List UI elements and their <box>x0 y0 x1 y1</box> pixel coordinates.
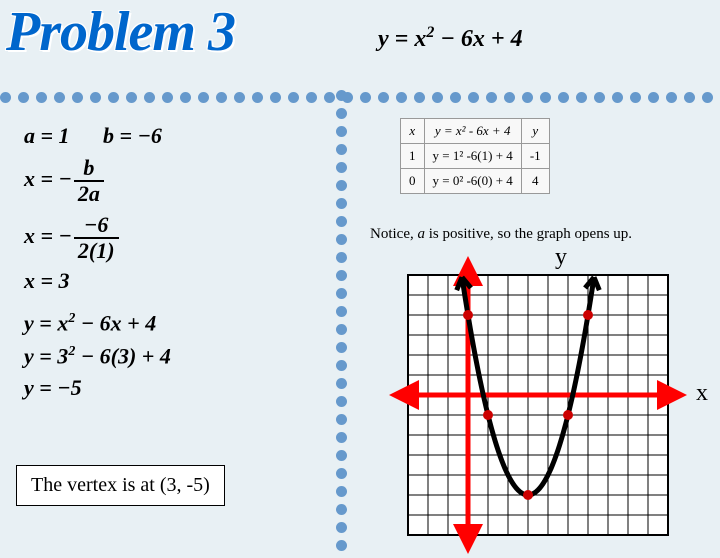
x-axis-label: x <box>696 380 708 407</box>
value-table: xy = x² - 6x + 4y 1y = 1² -6(1) + 4-10y … <box>400 118 550 194</box>
vertex-formula-lhs: x = − <box>24 166 72 191</box>
y-value: y = −5 <box>24 376 171 400</box>
vertex-statement: The vertex is at (3, -5) <box>16 465 225 506</box>
x-value: x = 3 <box>24 269 171 293</box>
graph <box>408 275 668 535</box>
coeff-b: b = −6 <box>103 124 162 148</box>
notice-text: Notice, a is positive, so the graph open… <box>370 226 632 243</box>
divider-vertical <box>336 90 348 558</box>
divider-horizontal <box>0 90 720 102</box>
y-axis-label: y <box>555 244 567 271</box>
main-equation: y = x2 − 6x + 4 <box>378 24 523 53</box>
coeff-a: a = 1 <box>24 124 70 148</box>
left-equations: a = 1 b = −6 x = −b2a x = −−62(1) x = 3 … <box>24 124 171 406</box>
vertex-sub-lhs: x = − <box>24 223 72 248</box>
problem-title: Problem 3 <box>6 0 235 64</box>
